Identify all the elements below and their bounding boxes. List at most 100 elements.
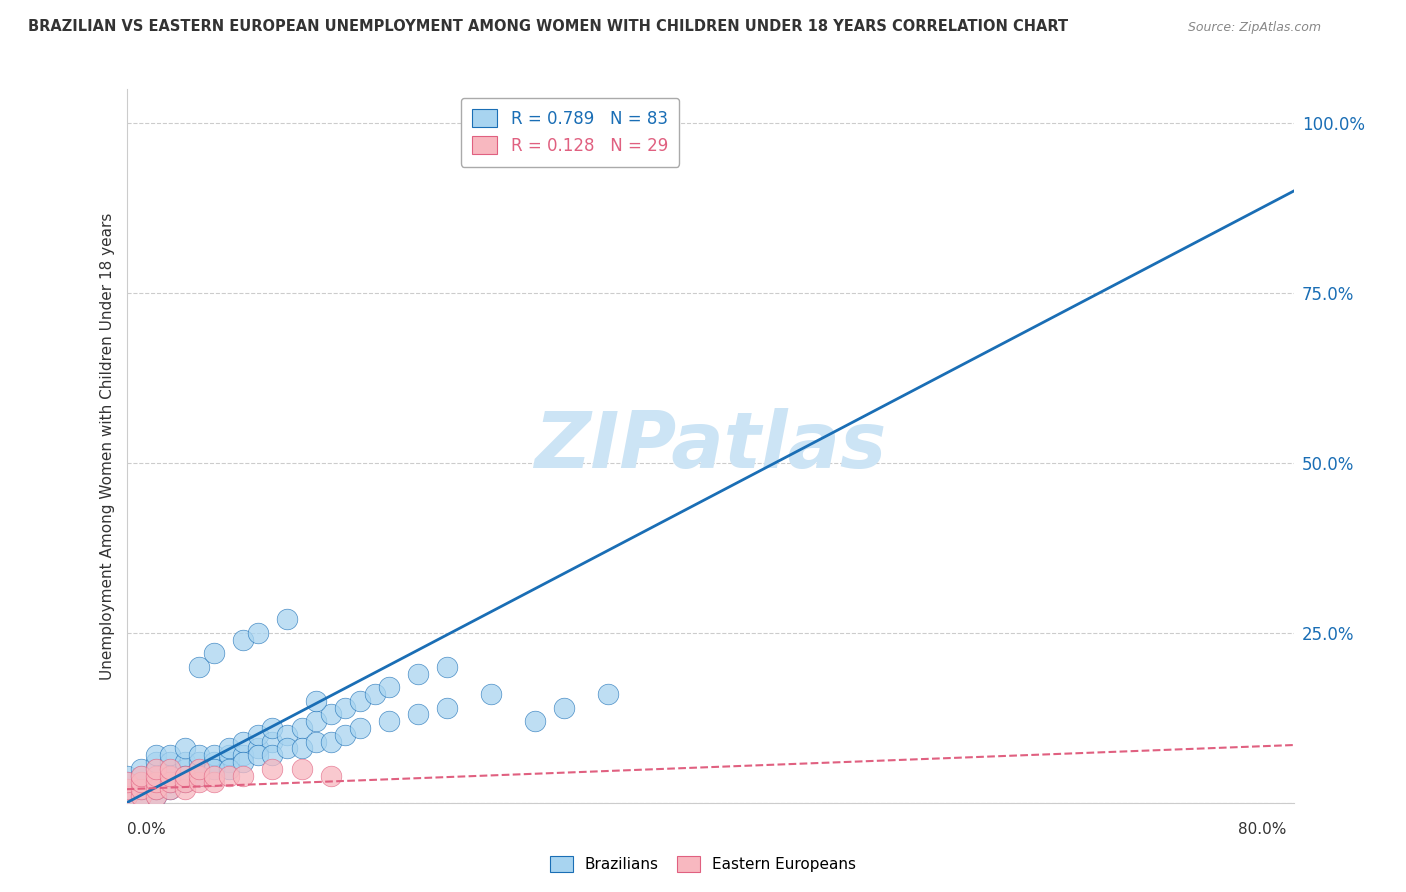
Point [159, 769, 181, 783]
Point [129, 782, 152, 797]
Point [202, 646, 225, 660]
Point [246, 748, 269, 763]
Text: 80.0%: 80.0% [1239, 822, 1286, 837]
Point [174, 775, 197, 789]
Point [129, 775, 152, 789]
Point [129, 769, 152, 783]
Point [159, 755, 181, 769]
Point [553, 700, 575, 714]
Point [524, 714, 547, 729]
Point [159, 782, 181, 797]
Point [145, 789, 167, 803]
Point [188, 775, 211, 789]
Point [479, 687, 502, 701]
Point [262, 721, 284, 735]
Text: BRAZILIAN VS EASTERN EUROPEAN UNEMPLOYMENT AMONG WOMEN WITH CHILDREN UNDER 18 YE: BRAZILIAN VS EASTERN EUROPEAN UNEMPLOYME… [28, 20, 1069, 34]
Point [262, 762, 284, 776]
Point [290, 721, 312, 735]
Point [145, 769, 167, 783]
Point [305, 694, 328, 708]
Point [115, 775, 138, 789]
Point [115, 775, 138, 789]
Point [129, 769, 152, 783]
Point [262, 748, 284, 763]
Point [188, 769, 211, 783]
Point [188, 762, 211, 776]
Point [188, 762, 211, 776]
Point [174, 769, 197, 783]
Point [145, 769, 167, 783]
Point [378, 714, 401, 729]
Point [305, 734, 328, 748]
Point [174, 775, 197, 789]
Point [202, 769, 225, 783]
Y-axis label: Unemployment Among Women with Children Under 18 years: Unemployment Among Women with Children U… [100, 212, 115, 680]
Point [276, 741, 298, 756]
Point [159, 762, 181, 776]
Point [115, 782, 138, 797]
Point [202, 762, 225, 776]
Point [159, 775, 181, 789]
Point [218, 762, 240, 776]
Point [145, 748, 167, 763]
Point [319, 734, 342, 748]
Legend: Brazilians, Eastern Europeans: Brazilians, Eastern Europeans [543, 848, 863, 880]
Point [174, 741, 197, 756]
Point [232, 755, 254, 769]
Point [262, 734, 284, 748]
Point [246, 728, 269, 742]
Point [115, 789, 138, 803]
Point [319, 769, 342, 783]
Point [202, 755, 225, 769]
Point [232, 769, 254, 783]
Point [349, 694, 371, 708]
Point [218, 748, 240, 763]
Point [202, 748, 225, 763]
Text: Source: ZipAtlas.com: Source: ZipAtlas.com [1188, 21, 1322, 34]
Point [218, 741, 240, 756]
Point [335, 728, 357, 742]
Point [174, 769, 197, 783]
Point [349, 721, 371, 735]
Point [188, 769, 211, 783]
Point [408, 707, 430, 722]
Text: 0.0%: 0.0% [127, 822, 166, 837]
Point [159, 748, 181, 763]
Point [115, 782, 138, 797]
Point [276, 612, 298, 626]
Point [188, 748, 211, 763]
Point [174, 762, 197, 776]
Point [129, 782, 152, 797]
Point [174, 755, 197, 769]
Point [290, 741, 312, 756]
Point [188, 660, 211, 674]
Point [159, 769, 181, 783]
Point [436, 700, 458, 714]
Point [188, 769, 211, 783]
Point [159, 775, 181, 789]
Point [145, 782, 167, 797]
Point [335, 700, 357, 714]
Point [202, 775, 225, 789]
Point [145, 775, 167, 789]
Point [218, 755, 240, 769]
Point [174, 782, 197, 797]
Point [129, 775, 152, 789]
Point [159, 782, 181, 797]
Point [145, 762, 167, 776]
Point [363, 687, 385, 701]
Point [145, 775, 167, 789]
Point [145, 782, 167, 797]
Point [408, 666, 430, 681]
Point [115, 789, 138, 803]
Point [202, 762, 225, 776]
Point [378, 680, 401, 694]
Point [232, 748, 254, 763]
Point [218, 769, 240, 783]
Point [232, 632, 254, 647]
Point [319, 707, 342, 722]
Point [145, 789, 167, 803]
Point [232, 734, 254, 748]
Point [246, 741, 269, 756]
Point [188, 755, 211, 769]
